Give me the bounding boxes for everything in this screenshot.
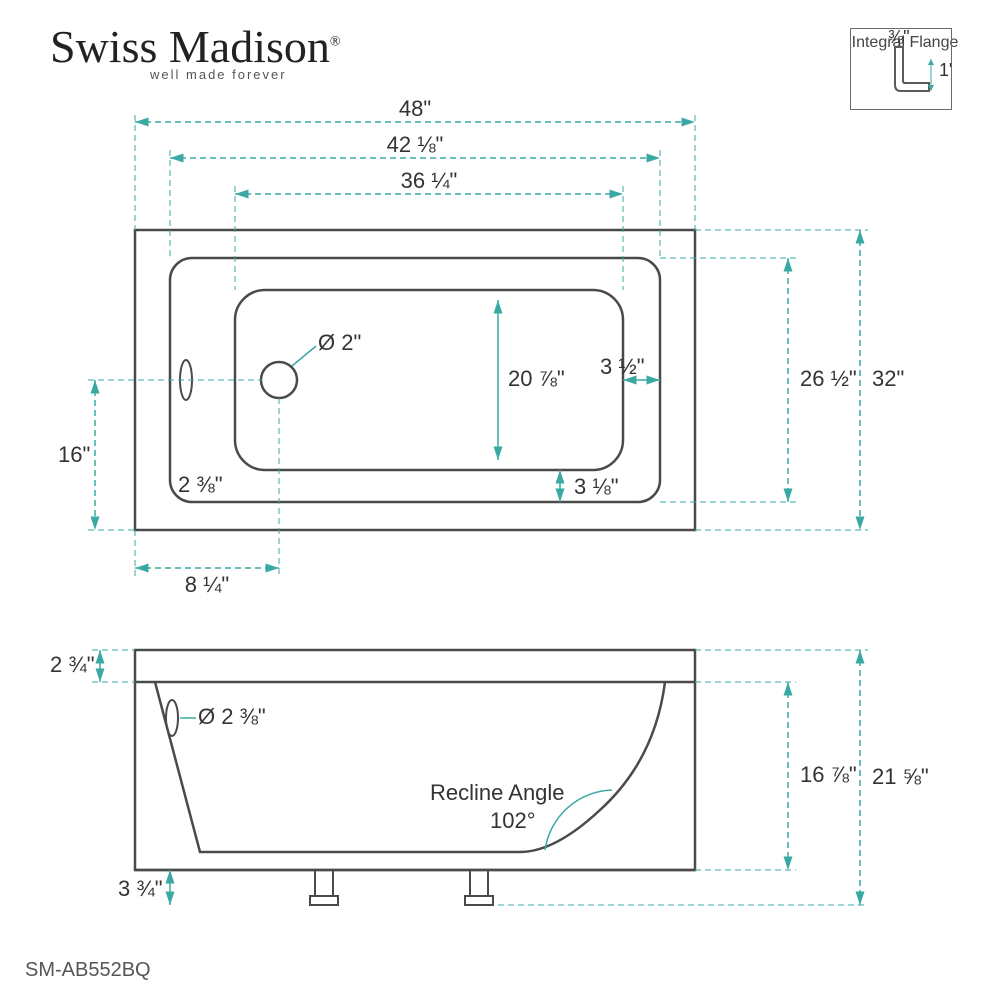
dim-drain-bottom: 16" — [58, 442, 90, 467]
dim-drain-dia: Ø 2" — [318, 330, 361, 355]
dim-drain-left: 8 ¼" — [185, 572, 230, 597]
dim-mid-h: 26 ½" — [800, 366, 857, 391]
side-view: 2 ¾" Ø 2 ⅜" Recline Angle 102° 3 ¾" 16 ⅞… — [50, 650, 929, 905]
recline-label: Recline Angle — [430, 780, 565, 805]
dim-outer-h: 32" — [872, 366, 904, 391]
top-view: 48" 42 ⅛" 36 ¼" 32" 26 ½" 20 ⅞" 3 ½" 3 ⅛… — [58, 96, 904, 597]
recline-angle: 102° — [490, 808, 536, 833]
drain-circle — [261, 362, 297, 398]
dim-gap-right: 3 ½" — [600, 354, 645, 379]
dim-gap-bottom: 3 ⅛" — [574, 474, 619, 499]
dim-inner-depth: 16 ⅞" — [800, 762, 857, 787]
dim-mid-w: 42 ⅛" — [387, 132, 444, 157]
dim-foot: 3 ¾" — [118, 876, 163, 901]
dim-inner-h: 20 ⅞" — [508, 366, 565, 391]
dim-overflow: Ø 2 ⅜" — [198, 704, 266, 729]
dim-outer-w: 48" — [399, 96, 431, 121]
dim-inner-w: 36 ¼" — [401, 168, 458, 193]
dim-ledge-left: 2 ⅜" — [178, 472, 223, 497]
dim-rim: 2 ¾" — [50, 652, 95, 677]
dim-total-h: 21 ⅝" — [872, 764, 929, 789]
technical-drawing: 48" 42 ⅛" 36 ¼" 32" 26 ½" 20 ⅞" 3 ½" 3 ⅛… — [0, 0, 1000, 1000]
